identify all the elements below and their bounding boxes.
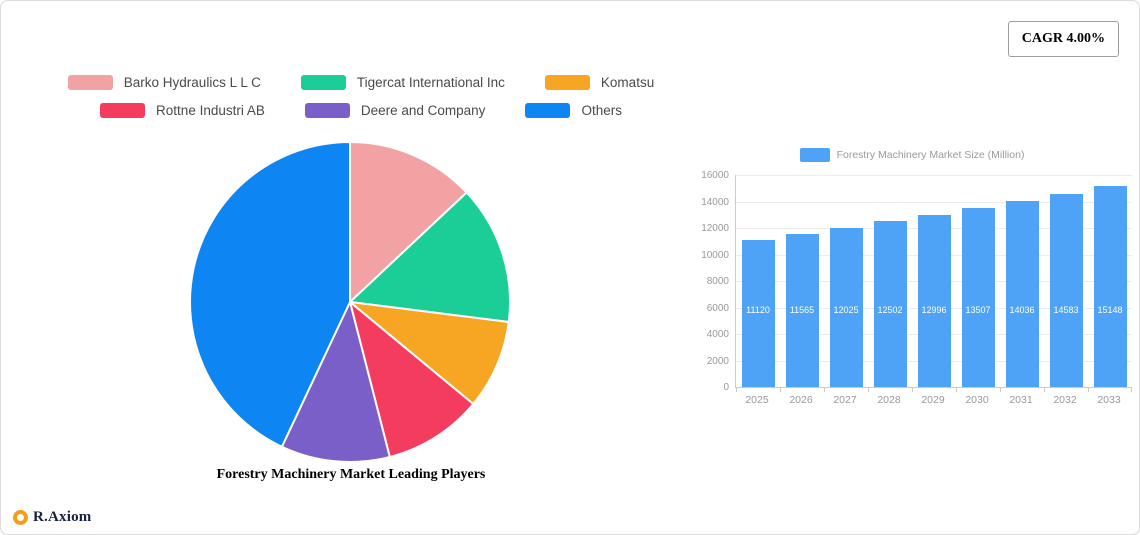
legend-item-label: Others xyxy=(581,103,622,118)
x-tick xyxy=(956,387,957,392)
bar-2025: 11120 xyxy=(741,239,775,387)
legend-item-0[interactable]: Barko Hydraulics L L C xyxy=(67,75,261,90)
legend-item-2[interactable]: Komatsu xyxy=(544,75,655,90)
legend-swatch xyxy=(100,103,146,118)
y-axis: 0 2000 4000 6000 8000 10000 12000 14000 16000 xyxy=(689,170,735,393)
x-tick-label: 2030 xyxy=(965,394,989,406)
cagr-label: CAGR 4.00% xyxy=(1021,31,1105,46)
x-tick-label: 2029 xyxy=(921,394,945,406)
legend-item-1[interactable]: Tigercat International Inc xyxy=(300,75,505,90)
bar-value-label: 12025 xyxy=(833,305,859,315)
bar-2030: 13507 xyxy=(961,208,995,387)
bar-legend-item[interactable]: Forestry Machinery Market Size (Million) xyxy=(689,148,1135,162)
pie-chart-title: Forestry Machinery Market Leading Player… xyxy=(216,467,486,482)
y-tick-label: 14000 xyxy=(701,196,729,208)
x-tick xyxy=(824,387,825,392)
x-tick-label: 2026 xyxy=(789,394,813,406)
y-tick-label: 6000 xyxy=(706,302,729,314)
pie-slice-0 xyxy=(349,141,468,303)
bar-legend-swatch xyxy=(799,148,830,162)
bar-value-label: 14036 xyxy=(1009,305,1035,315)
gridline xyxy=(736,175,1132,176)
legend-swatch xyxy=(525,103,571,118)
legend-item-4[interactable]: Deere and Company xyxy=(304,103,486,118)
y-tick-label: 4000 xyxy=(706,329,729,340)
legend-swatch xyxy=(544,75,590,90)
x-tick xyxy=(912,387,913,392)
bar-2033: 15148 xyxy=(1093,186,1127,387)
y-tick-label: 10000 xyxy=(701,249,729,261)
x-tick-label: 2025 xyxy=(745,394,769,406)
legend-item-5[interactable]: Others xyxy=(525,103,622,118)
legend-item-label: Tigercat International Inc xyxy=(356,75,505,90)
pie-slice-4 xyxy=(280,301,391,463)
pie-slice-2 xyxy=(349,301,510,405)
bar-value-label: 11120 xyxy=(746,305,770,315)
bar-value-label: 12996 xyxy=(921,305,947,315)
x-tick-label: 2027 xyxy=(833,394,857,406)
y-tick-label: 12000 xyxy=(701,223,729,234)
pie-slice-1 xyxy=(349,191,512,324)
pie-legend-row: Barko Hydraulics L L C Tigercat Internati… xyxy=(21,75,701,90)
pie-slice-5 xyxy=(189,141,351,448)
x-axis-labels: 2025 2026 2027 2028 2029 2030 2031 2032 2033 xyxy=(735,394,1131,406)
y-tick-label: 0 xyxy=(723,382,729,393)
bar-2031: 14036 xyxy=(1005,201,1039,387)
bar-value-label: 15148 xyxy=(1097,305,1123,315)
x-tick xyxy=(1044,387,1045,392)
bar-value-label: 12502 xyxy=(877,305,903,315)
x-tick-label: 2032 xyxy=(1053,394,1077,406)
legend-item-label: Rottne Industri AB xyxy=(156,103,265,118)
bar-value-label: 13507 xyxy=(965,305,991,315)
bar-value-label: 11565 xyxy=(789,305,815,315)
legend-item-label: Barko Hydraulics L L C xyxy=(123,75,261,90)
x-tick xyxy=(1000,387,1001,392)
x-tick xyxy=(1131,387,1132,392)
x-tick-label: 2028 xyxy=(877,394,901,406)
pie-legend: Barko Hydraulics L L C Tigercat Internati… xyxy=(21,75,701,118)
logo: R.Axiom xyxy=(13,509,91,526)
bar-2027: 12025 xyxy=(829,227,863,387)
y-tick-label: 8000 xyxy=(706,276,729,287)
bar-chart: 0 2000 4000 6000 8000 10000 12000 14000 16000 11… xyxy=(689,170,1135,393)
bar-2028: 12502 xyxy=(873,221,907,387)
bar-2026: 11565 xyxy=(785,233,819,387)
x-tick xyxy=(1088,387,1089,392)
gridline xyxy=(736,201,1132,203)
logo-icon xyxy=(13,510,28,525)
x-tick xyxy=(736,387,737,392)
cagr-badge: CAGR 4.00% xyxy=(1007,21,1119,57)
bar-value-label: 14583 xyxy=(1053,305,1079,315)
legend-swatch xyxy=(300,75,346,90)
bar-2032: 14583 xyxy=(1049,193,1083,387)
legend-swatch xyxy=(67,75,113,90)
logo-text: R.Axiom xyxy=(33,509,92,525)
pie-svg xyxy=(189,141,512,463)
legend-item-label: Komatsu xyxy=(600,75,655,90)
pie-chart xyxy=(185,137,515,467)
x-tick-label: 2031 xyxy=(1009,394,1033,406)
x-tick xyxy=(780,387,781,392)
bar-legend-label: Forestry Machinery Market Size (Million) xyxy=(836,149,1025,161)
legend-swatch xyxy=(304,103,350,118)
x-tick xyxy=(868,387,869,392)
bar-2029: 12996 xyxy=(917,214,951,387)
bars: 11120 11565 12025 12502 12996 13507 14036 14583… xyxy=(736,175,1132,387)
legend-item-3[interactable]: Rottne Industri AB xyxy=(100,103,265,118)
pie-legend-row: Rottne Industri AB Deere and Company Other… xyxy=(21,103,701,118)
bar-plot-area: 11120 11565 12025 12502 12996 13507 14036 14583… xyxy=(735,175,1132,392)
x-tick-label: 2033 xyxy=(1097,394,1121,406)
bar-chart-panel: Forestry Machinery Market Size (Million)… xyxy=(689,148,1135,406)
legend-item-label: Deere and Company xyxy=(360,103,486,118)
y-tick-label: 16000 xyxy=(701,170,729,181)
y-tick-label: 2000 xyxy=(706,355,729,367)
